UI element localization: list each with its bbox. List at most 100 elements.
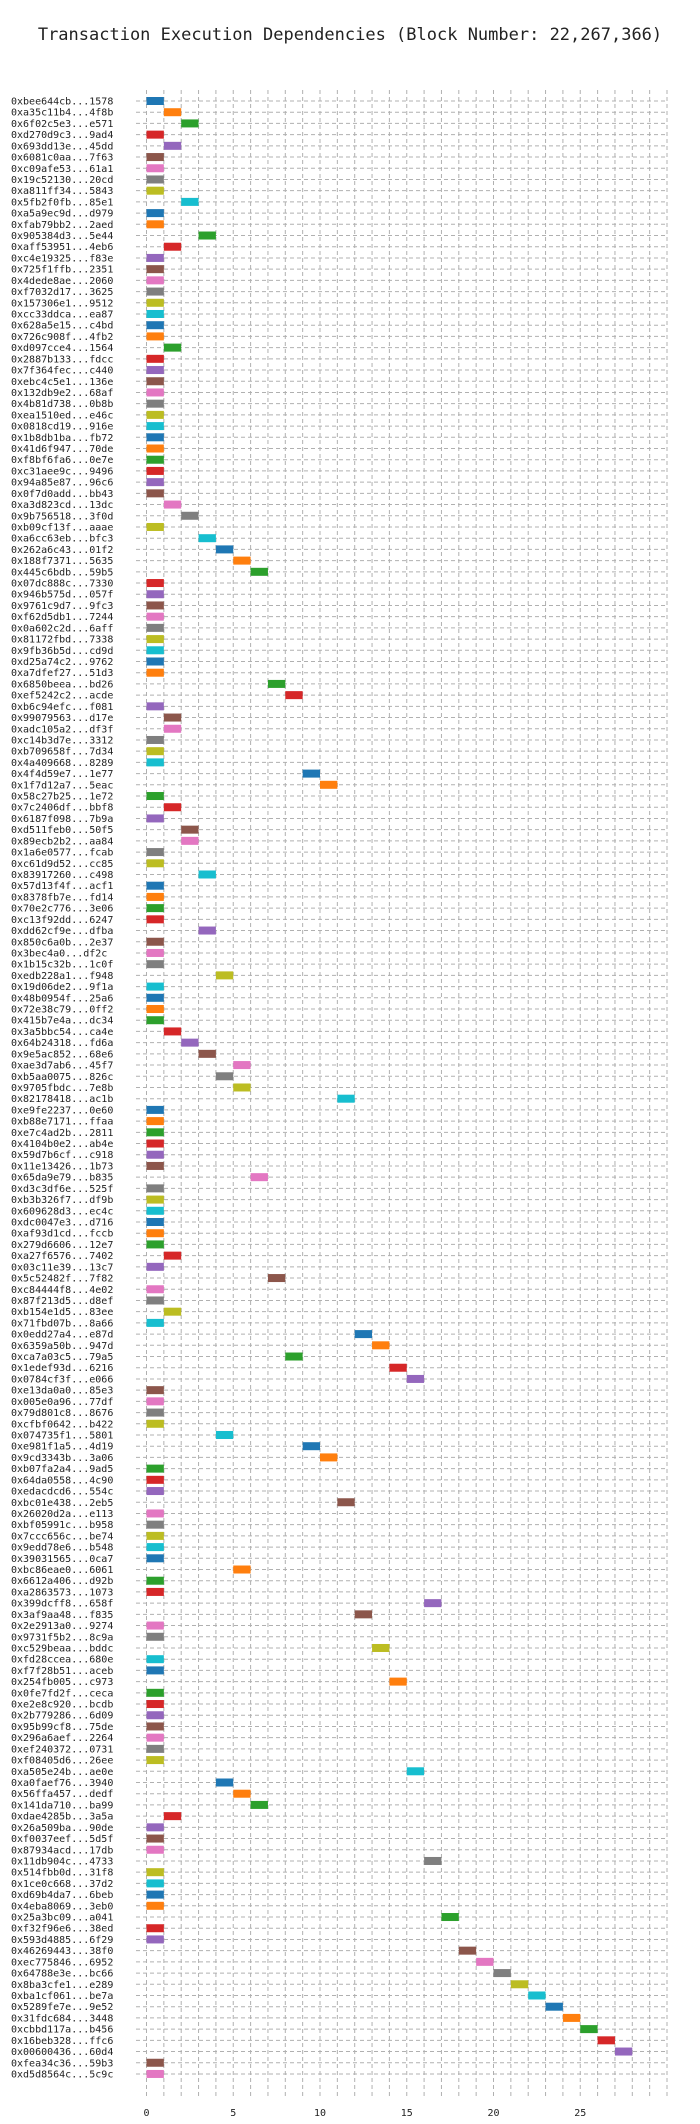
transaction-label: 0x83917260...c498 (11, 870, 113, 881)
transaction-bar (198, 1049, 216, 1058)
transaction-bar (320, 780, 338, 789)
transaction-label: 0xdc0047e3...d716 (11, 1218, 113, 1229)
transaction-bar (458, 1946, 477, 1955)
transaction-bar (406, 1767, 425, 1776)
transaction-label: 0x5289fe7e...9e52 (11, 2002, 113, 2013)
transaction-bar (215, 1430, 234, 1439)
transaction-bar (163, 803, 182, 812)
transaction-label: 0x0818cd19...916e (11, 422, 113, 433)
transaction-label: 0x1b8db1ba...fb72 (11, 433, 113, 444)
transaction-bar (163, 1307, 182, 1316)
transaction-bar (146, 97, 164, 105)
transaction-label: 0xa27f6576...7402 (11, 1251, 113, 1262)
transaction-bar (250, 1173, 268, 1182)
transaction-label: 0xe13da0a0...85e3 (11, 1386, 113, 1397)
transaction-bar (528, 1991, 546, 2000)
transaction-bar (146, 1105, 164, 1114)
transaction-label: 0x11db904c...4733 (11, 1856, 113, 1867)
transaction-bar (562, 2013, 581, 2022)
transaction-bar (146, 937, 164, 946)
transaction-bar (146, 1184, 164, 1193)
transaction-label: 0xf08405d6...26ee (11, 1756, 113, 1767)
transaction-label: 0xc31aee9c...9496 (11, 466, 113, 477)
transaction-label: 0xbc86eae0...6061 (11, 1565, 113, 1576)
transaction-bar (146, 220, 164, 229)
transaction-bar (441, 1913, 459, 1922)
transaction-label: 0x25a3bc09...a041 (11, 1913, 113, 1924)
transaction-label: 0x87f213d5...d8ef (11, 1296, 113, 1307)
transaction-bar (146, 175, 164, 184)
transaction-bar (146, 209, 164, 218)
transaction-label: 0x5fb2f0fb...85e1 (11, 197, 113, 208)
transaction-bar (146, 321, 164, 330)
transaction-label: 0x64da0558...4c90 (11, 1475, 113, 1486)
transaction-bar (146, 1005, 164, 1014)
transaction-bar (146, 612, 164, 621)
transaction-bar (181, 197, 199, 206)
transaction-bar (267, 679, 286, 688)
transaction-label: 0xe9fe2237...0e60 (11, 1105, 113, 1116)
transaction-bar (198, 534, 216, 543)
transaction-label: 0x132db9e2...68af (11, 388, 113, 399)
transaction-bar (146, 948, 164, 957)
transaction-label: 0xcfbf0642...b422 (11, 1419, 113, 1430)
transaction-label: 0x1ce0c668...37d2 (11, 1879, 113, 1890)
transaction-label: 0xfea34c36...59b3 (11, 2058, 113, 2069)
transaction-label: 0xb6c94efc...f081 (11, 702, 113, 713)
transaction-bar (476, 1957, 494, 1966)
transaction-bar (146, 1845, 164, 1854)
transaction-bar (146, 309, 164, 318)
transaction-label: 0x71fbd07b...8a66 (11, 1318, 113, 1329)
transaction-label: 0xaf93d1cd...fccb (11, 1229, 113, 1240)
transaction-bar (233, 1789, 251, 1798)
transaction-bar (146, 433, 164, 442)
transaction-label: 0x157306e1...9512 (11, 298, 113, 309)
transaction-label: 0x415b7e4a...dc34 (11, 1016, 113, 1027)
transaction-label: 0x58c27b25...1e72 (11, 792, 113, 803)
transaction-label: 0xba1cf061...be7a (11, 1991, 113, 2002)
transaction-bar (146, 792, 164, 801)
transaction-bar (146, 904, 164, 913)
transaction-bar (146, 1318, 164, 1327)
transaction-label: 0xf7f28b51...aceb (11, 1666, 113, 1677)
transaction-bar (146, 982, 164, 991)
transaction-bar (146, 1262, 164, 1271)
transaction-bar (146, 1879, 164, 1888)
transaction-bar (146, 881, 164, 890)
transaction-label: 0x693dd13e...45dd (11, 141, 113, 152)
transaction-bar (302, 1442, 320, 1451)
transaction-bar (146, 1139, 164, 1148)
transaction-label: 0xcc33ddca...ea87 (11, 309, 113, 320)
transaction-label: 0x11e13426...1b73 (11, 1161, 113, 1172)
transaction-bar (146, 1744, 164, 1753)
transaction-label: 0x4f4d59e7...1e77 (11, 769, 113, 780)
transaction-label: 0xfd28ccea...680e (11, 1655, 113, 1666)
transaction-label: 0x9edd78e6...b548 (11, 1543, 113, 1554)
transaction-label: 0xa5a9ec9d...d979 (11, 209, 113, 220)
transaction-label: 0x628a5e15...c4bd (11, 321, 113, 332)
transaction-label: 0x0edd27a4...e87d (11, 1330, 113, 1341)
transaction-bar (163, 500, 182, 509)
transaction-label: 0x64b24318...fd6a (11, 1038, 113, 1049)
transaction-bar (146, 1554, 164, 1563)
transaction-bar (146, 1576, 164, 1585)
transaction-label: 0x19d06de2...9f1a (11, 982, 113, 993)
transaction-bar (163, 1812, 182, 1821)
transaction-bar (163, 108, 182, 117)
transaction-bar (146, 646, 164, 655)
transaction-bar (250, 567, 268, 576)
transaction-bar (146, 1823, 164, 1832)
transaction-bar (146, 1296, 164, 1305)
transaction-bar (146, 276, 164, 285)
transaction-bar (146, 1700, 164, 1709)
transaction-bar (146, 1128, 164, 1137)
transaction-label: 0xb07fa2a4...9ad5 (11, 1464, 113, 1475)
transaction-bar (146, 993, 164, 1002)
transaction-bar (354, 1610, 373, 1619)
transaction-bar (146, 1161, 164, 1170)
transaction-bar (146, 735, 164, 744)
transaction-bar (163, 1251, 182, 1260)
x-tick-label: 15 (401, 2108, 413, 2119)
transaction-label: 0x3bec4a0...df2c (11, 948, 107, 959)
